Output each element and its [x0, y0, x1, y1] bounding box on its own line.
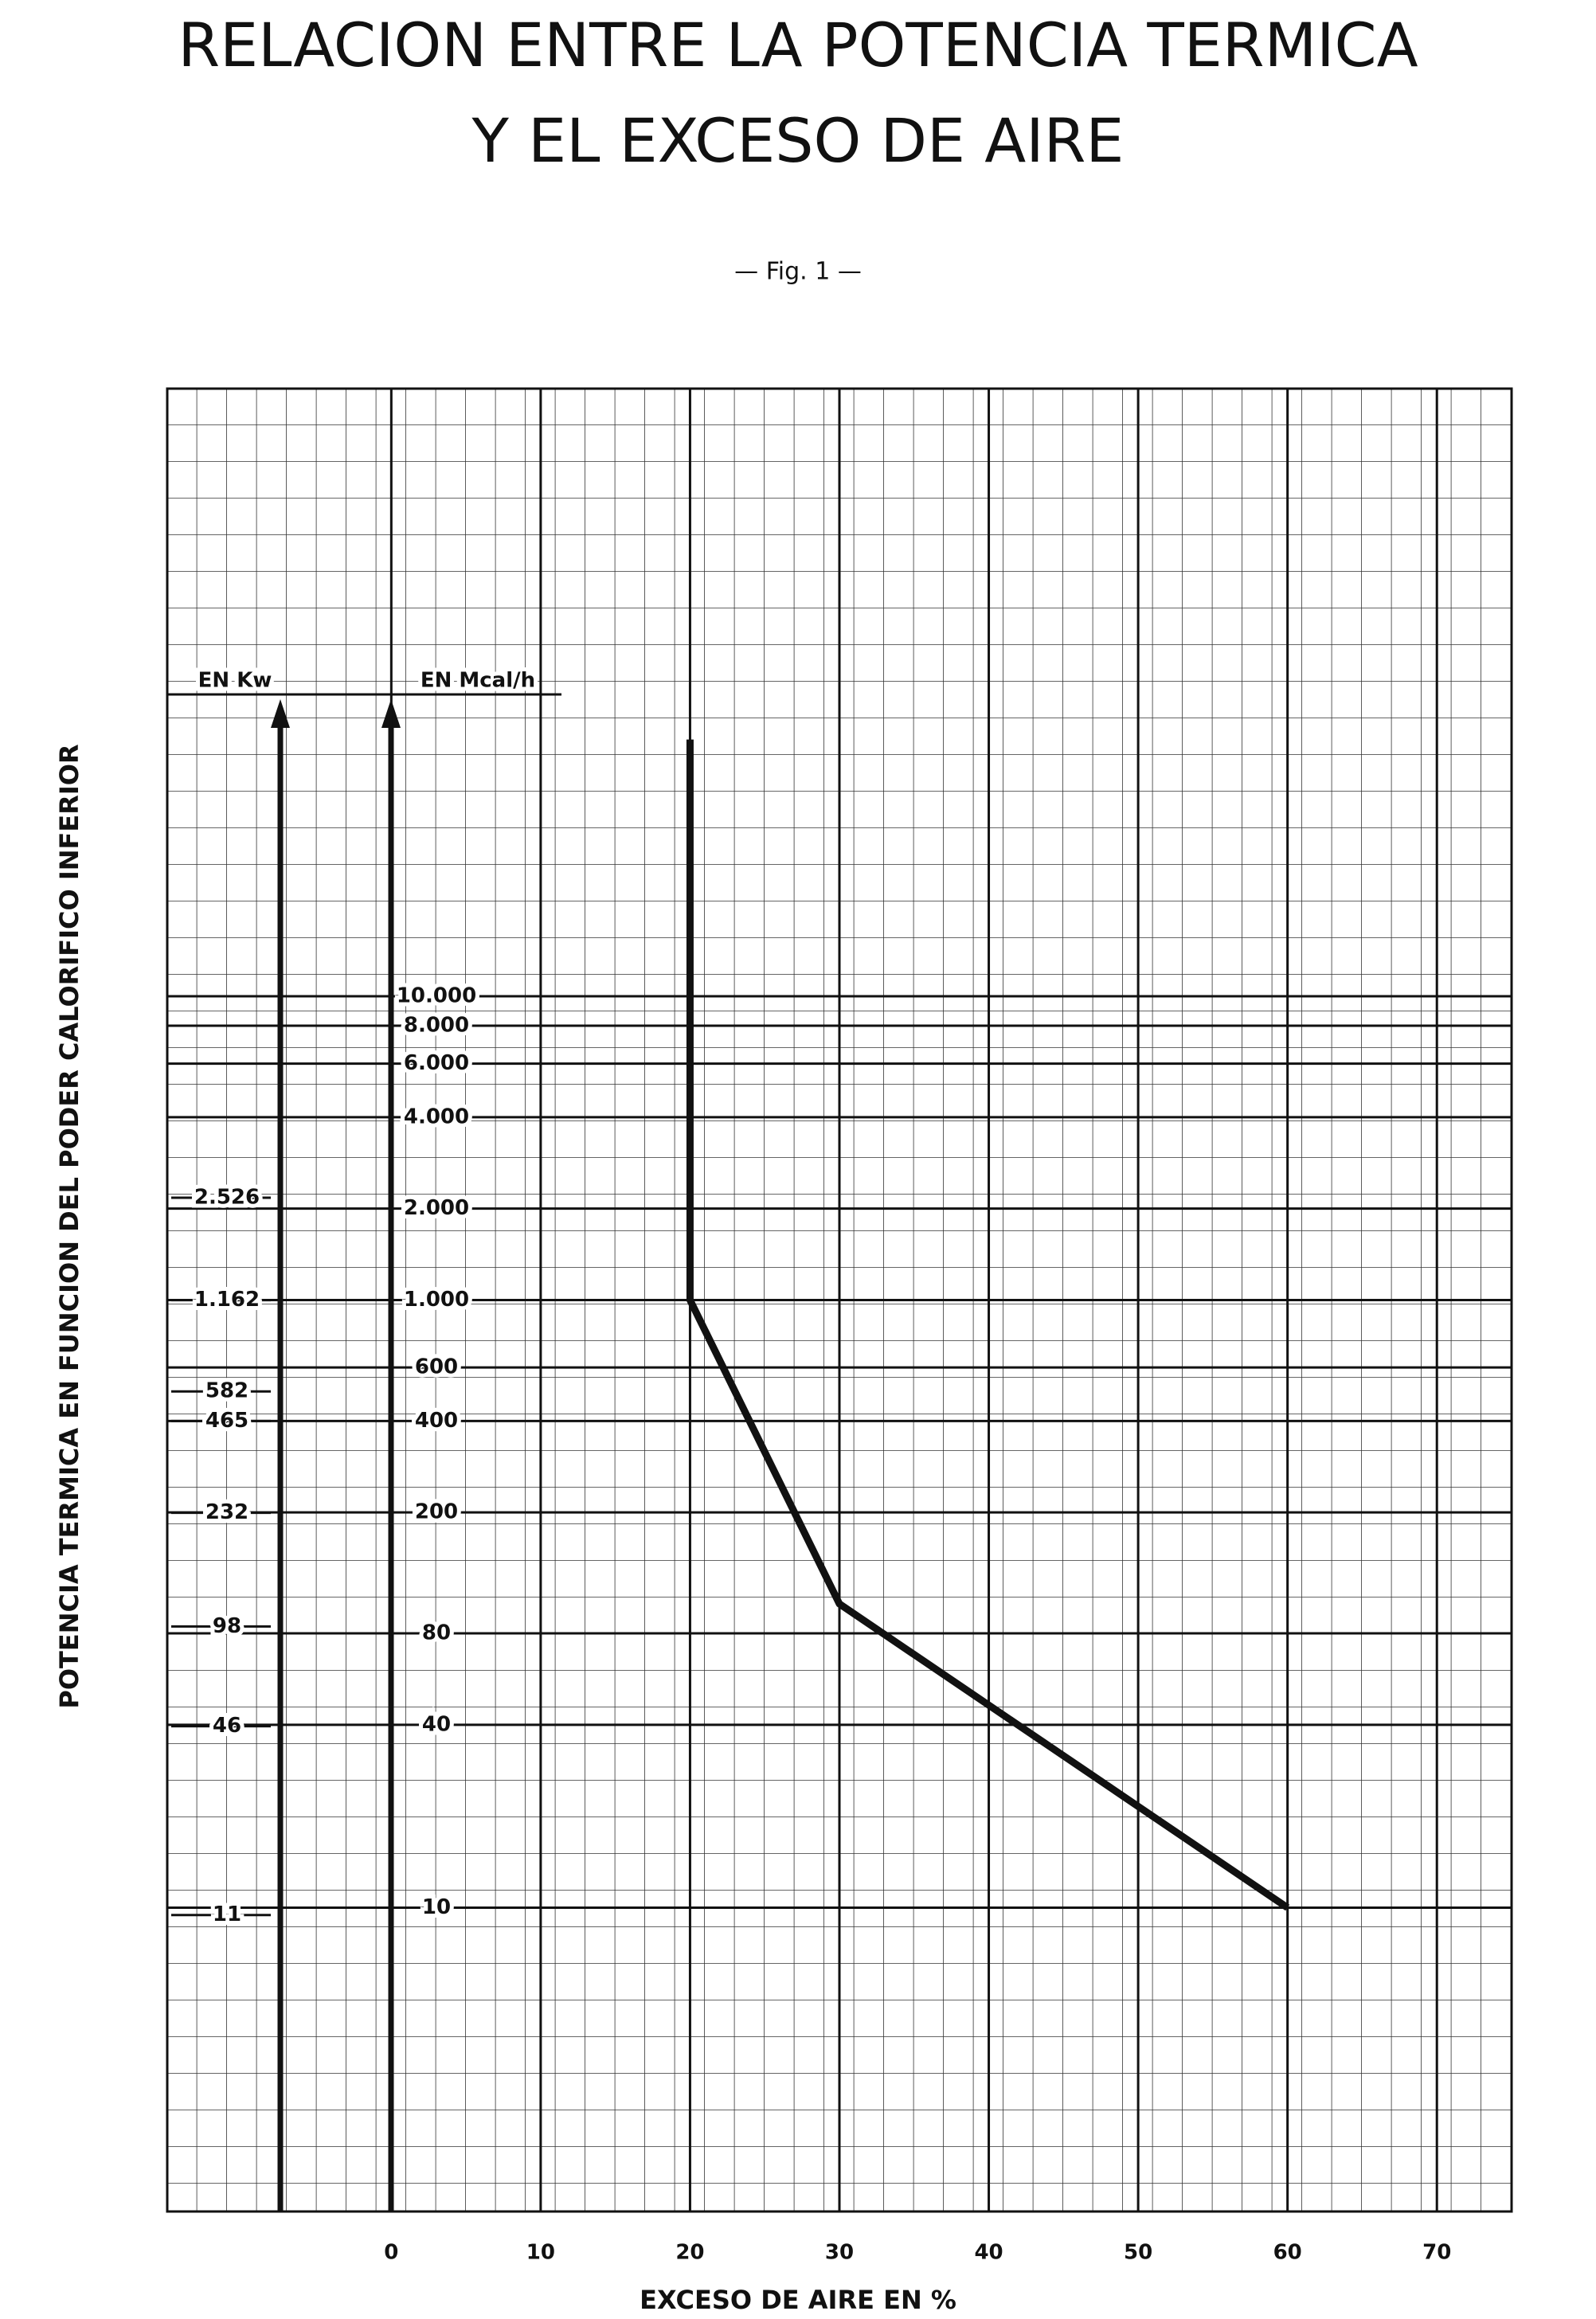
chart-title: Y EL EXCESO DE AIRE: [471, 105, 1125, 176]
x-tick-label: 0: [384, 2241, 398, 2265]
y2-axis-title: EN Kw: [198, 669, 272, 693]
y2-tick-label: 2.526: [194, 1185, 260, 1209]
chart-subtitle: — Fig. 1 —: [734, 258, 862, 286]
y-axis-title: POTENCIA TERMICA EN FUNCION DEL PODER CA…: [54, 744, 84, 1708]
x-tick-label: 20: [675, 2241, 704, 2265]
y-tick-label: 10: [422, 1895, 451, 1919]
y2-tick-label: 232: [205, 1500, 248, 1524]
x-tick-label: 10: [526, 2241, 555, 2265]
y-tick-label: 8.000: [404, 1013, 469, 1037]
y-tick-label: 2.000: [404, 1196, 469, 1220]
y-axis-title-unit: EN Mcal/h: [421, 669, 535, 693]
kw-arrow: [271, 699, 290, 728]
y-tick-label: 40: [422, 1712, 451, 1736]
y2-tick-label: 465: [205, 1409, 248, 1433]
y-tick-label: 200: [415, 1500, 458, 1524]
chart-title: RELACION ENTRE LA POTENCIA TERMICA: [178, 10, 1418, 80]
x-tick-label: 40: [974, 2241, 1003, 2265]
y2-tick-label: 582: [205, 1379, 248, 1403]
x-tick-label: 70: [1422, 2241, 1451, 2265]
y-tick-label: 600: [415, 1355, 458, 1379]
y2-tick-label: 98: [213, 1614, 241, 1638]
y-tick-label: 10.000: [397, 984, 476, 1008]
x-axis-title: EXCESO DE AIRE EN %: [640, 2285, 956, 2315]
x-tick-label: 60: [1273, 2241, 1302, 2265]
x-tick-label: 50: [1124, 2241, 1152, 2265]
y2-tick-label: 1.162: [194, 1288, 260, 1312]
data-line: [686, 739, 1290, 1911]
y2-tick-label: 11: [213, 1903, 241, 1926]
y-tick-label: 80: [422, 1621, 451, 1644]
y2-tick-label: 46: [213, 1714, 241, 1738]
y-tick-label: 400: [415, 1409, 458, 1433]
x-tick-label: 30: [825, 2241, 854, 2265]
y-tick-label: 6.000: [404, 1051, 469, 1075]
y-tick-label: 1.000: [404, 1288, 469, 1312]
y-tick-label: 4.000: [404, 1105, 469, 1128]
